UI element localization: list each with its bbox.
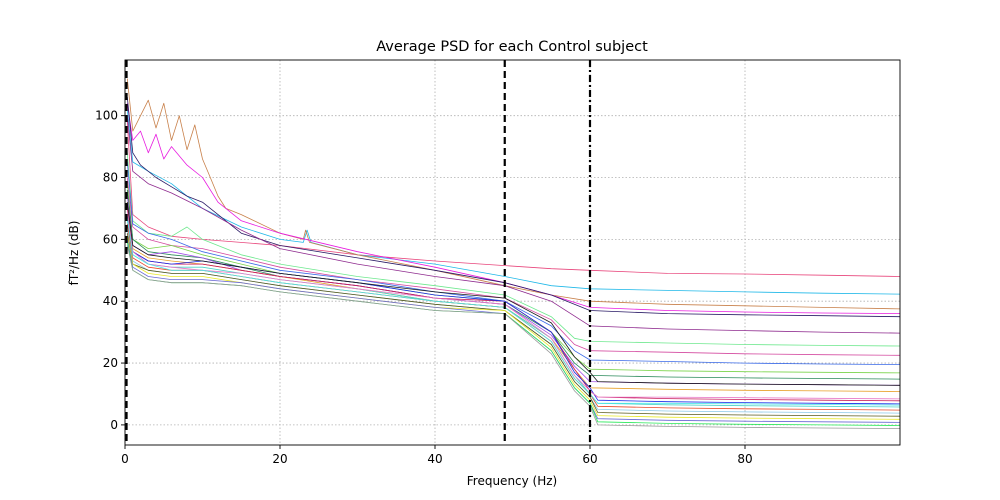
y-tick-label: 80 [103, 171, 118, 185]
psd-line-subject-8 [126, 177, 900, 356]
y-tick-label: 0 [110, 418, 118, 432]
psd-line-subject-21 [126, 239, 900, 423]
psd-line-subject-4 [126, 103, 900, 314]
x-tick-label: 80 [737, 452, 752, 466]
y-tick-label: 60 [103, 232, 118, 246]
psd-line-subject-20 [126, 236, 900, 420]
psd-line-subject-26 [126, 217, 900, 406]
y-tick-label: 100 [95, 109, 118, 123]
y-axis-ticks: 0 20 40 60 80 100 [95, 109, 125, 432]
marker-lines [125, 60, 592, 445]
psd-line-subject-7 [126, 152, 900, 347]
psd-line-subject-24 [126, 202, 900, 386]
x-tick-label: 60 [582, 452, 597, 466]
x-tick-label: 0 [121, 452, 129, 466]
y-axis-label: fT²/Hz (dB) [67, 221, 81, 286]
psd-line-subject-1 [126, 121, 900, 277]
psd-line-subject-19 [126, 233, 900, 417]
psd-line-subject-15 [126, 214, 900, 405]
psd-line-subject-25 [126, 211, 900, 400]
x-axis-label: Frequency (Hz) [467, 474, 558, 488]
x-tick-label: 40 [427, 452, 442, 466]
plot-frame [124, 59, 901, 446]
psd-line-subject-23 [126, 245, 900, 429]
chart-title: Average PSD for each Control subject [376, 39, 648, 55]
x-axis-ticks: 0 20 40 60 80 [121, 445, 753, 466]
psd-line-subject-6 [126, 115, 900, 334]
x-tick-label: 20 [272, 452, 287, 466]
psd-line-subject-3 [126, 78, 900, 310]
psd-line-subject-5 [126, 97, 900, 318]
y-tick-label: 20 [103, 356, 118, 370]
y-tick-label: 40 [103, 294, 118, 308]
series-layer [126, 78, 900, 429]
